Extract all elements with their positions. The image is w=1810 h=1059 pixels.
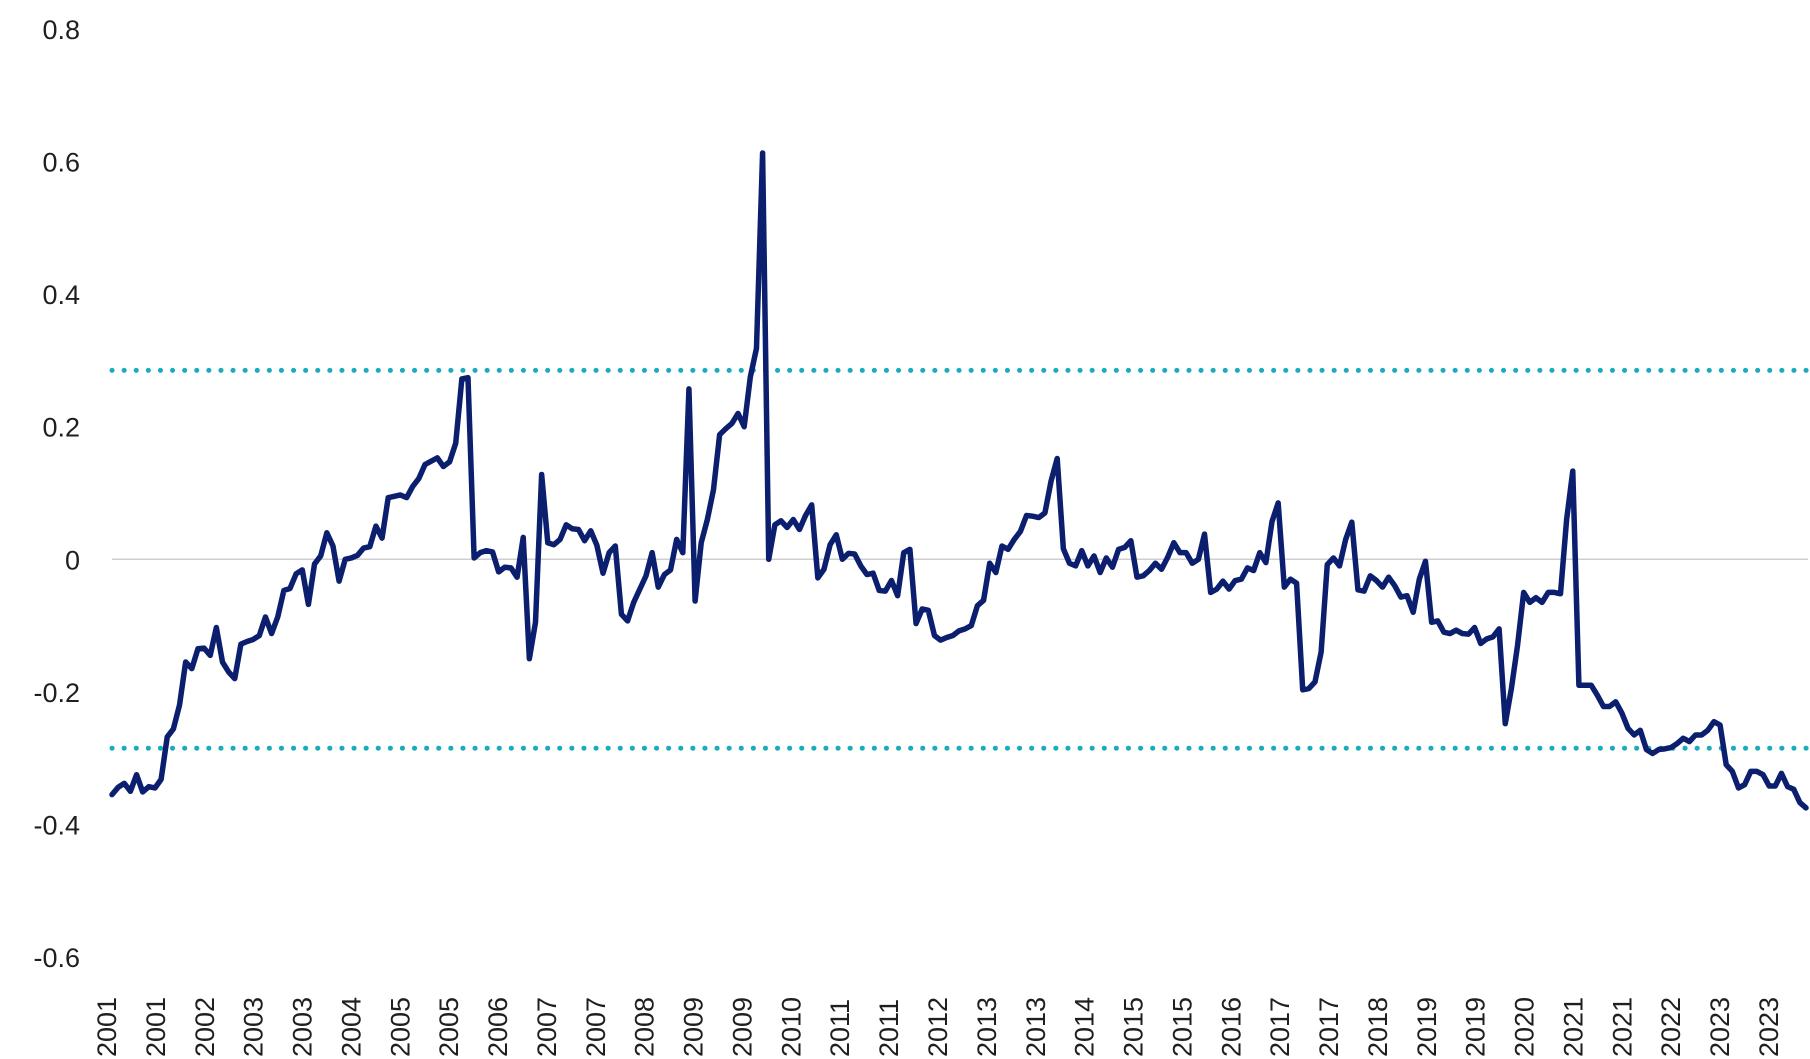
x-tick-label: 2001 (141, 997, 171, 1057)
x-tick-label: 2023 (1705, 997, 1735, 1057)
y-tick-label: -0.4 (33, 810, 80, 840)
x-tick-label: 2011 (874, 999, 904, 1057)
x-axis: 2001 2001 2002 2003 2003 2004 2005 2005 2006 2007… (92, 997, 1784, 1057)
x-tick-label: 2004 (336, 997, 366, 1057)
x-tick-label: 2011 (825, 999, 855, 1057)
x-tick-label: 2021 (1607, 997, 1637, 1057)
x-tick-label: 2022 (1656, 997, 1686, 1057)
y-tick-label: -0.2 (33, 678, 80, 708)
x-tick-label: 2005 (434, 997, 464, 1057)
x-tick-label: 2023 (1754, 997, 1784, 1057)
x-tick-label: 2017 (1314, 997, 1344, 1057)
x-tick-label: 2014 (1070, 997, 1100, 1057)
y-tick-label: -0.6 (33, 943, 80, 973)
x-tick-label: 2021 (1558, 997, 1588, 1057)
x-tick-label: 2006 (483, 997, 513, 1057)
x-tick-label: 2016 (1216, 997, 1246, 1057)
x-tick-label: 2013 (972, 997, 1002, 1057)
x-tick-label: 2002 (190, 997, 220, 1057)
x-tick-label: 2009 (679, 997, 709, 1057)
y-tick-label: 0.2 (42, 413, 80, 443)
x-tick-label: 2008 (630, 997, 660, 1057)
series-line (109, 150, 1809, 811)
x-tick-label: 2005 (385, 997, 415, 1057)
x-tick-label: 2010 (776, 997, 806, 1057)
y-axis: 0.8 0.6 0.4 0.2 0 -0.2 -0.4 -0.6 (33, 15, 80, 973)
x-tick-label: 2017 (1265, 997, 1295, 1057)
x-tick-label: 2009 (727, 997, 757, 1057)
x-tick-label: 2015 (1167, 997, 1197, 1057)
y-tick-label: 0.8 (42, 15, 80, 45)
x-tick-label: 2013 (1021, 997, 1051, 1057)
y-tick-label: 0 (65, 545, 80, 575)
x-tick-label: 2012 (923, 997, 953, 1057)
x-tick-label: 2003 (288, 997, 318, 1057)
x-tick-label: 2001 (92, 997, 122, 1057)
x-tick-label: 2019 (1412, 997, 1442, 1057)
x-tick-label: 2018 (1363, 997, 1393, 1057)
series-group (109, 150, 1809, 811)
x-tick-label: 2003 (239, 997, 269, 1057)
x-tick-label: 2015 (1119, 997, 1149, 1057)
x-tick-label: 2019 (1461, 997, 1491, 1057)
x-tick-label: 2007 (532, 997, 562, 1057)
y-tick-label: 0.6 (42, 148, 80, 178)
y-tick-label: 0.4 (42, 280, 80, 310)
x-tick-label: 2020 (1510, 997, 1540, 1057)
x-tick-label: 2007 (581, 997, 611, 1057)
reference-lines (109, 367, 1810, 751)
